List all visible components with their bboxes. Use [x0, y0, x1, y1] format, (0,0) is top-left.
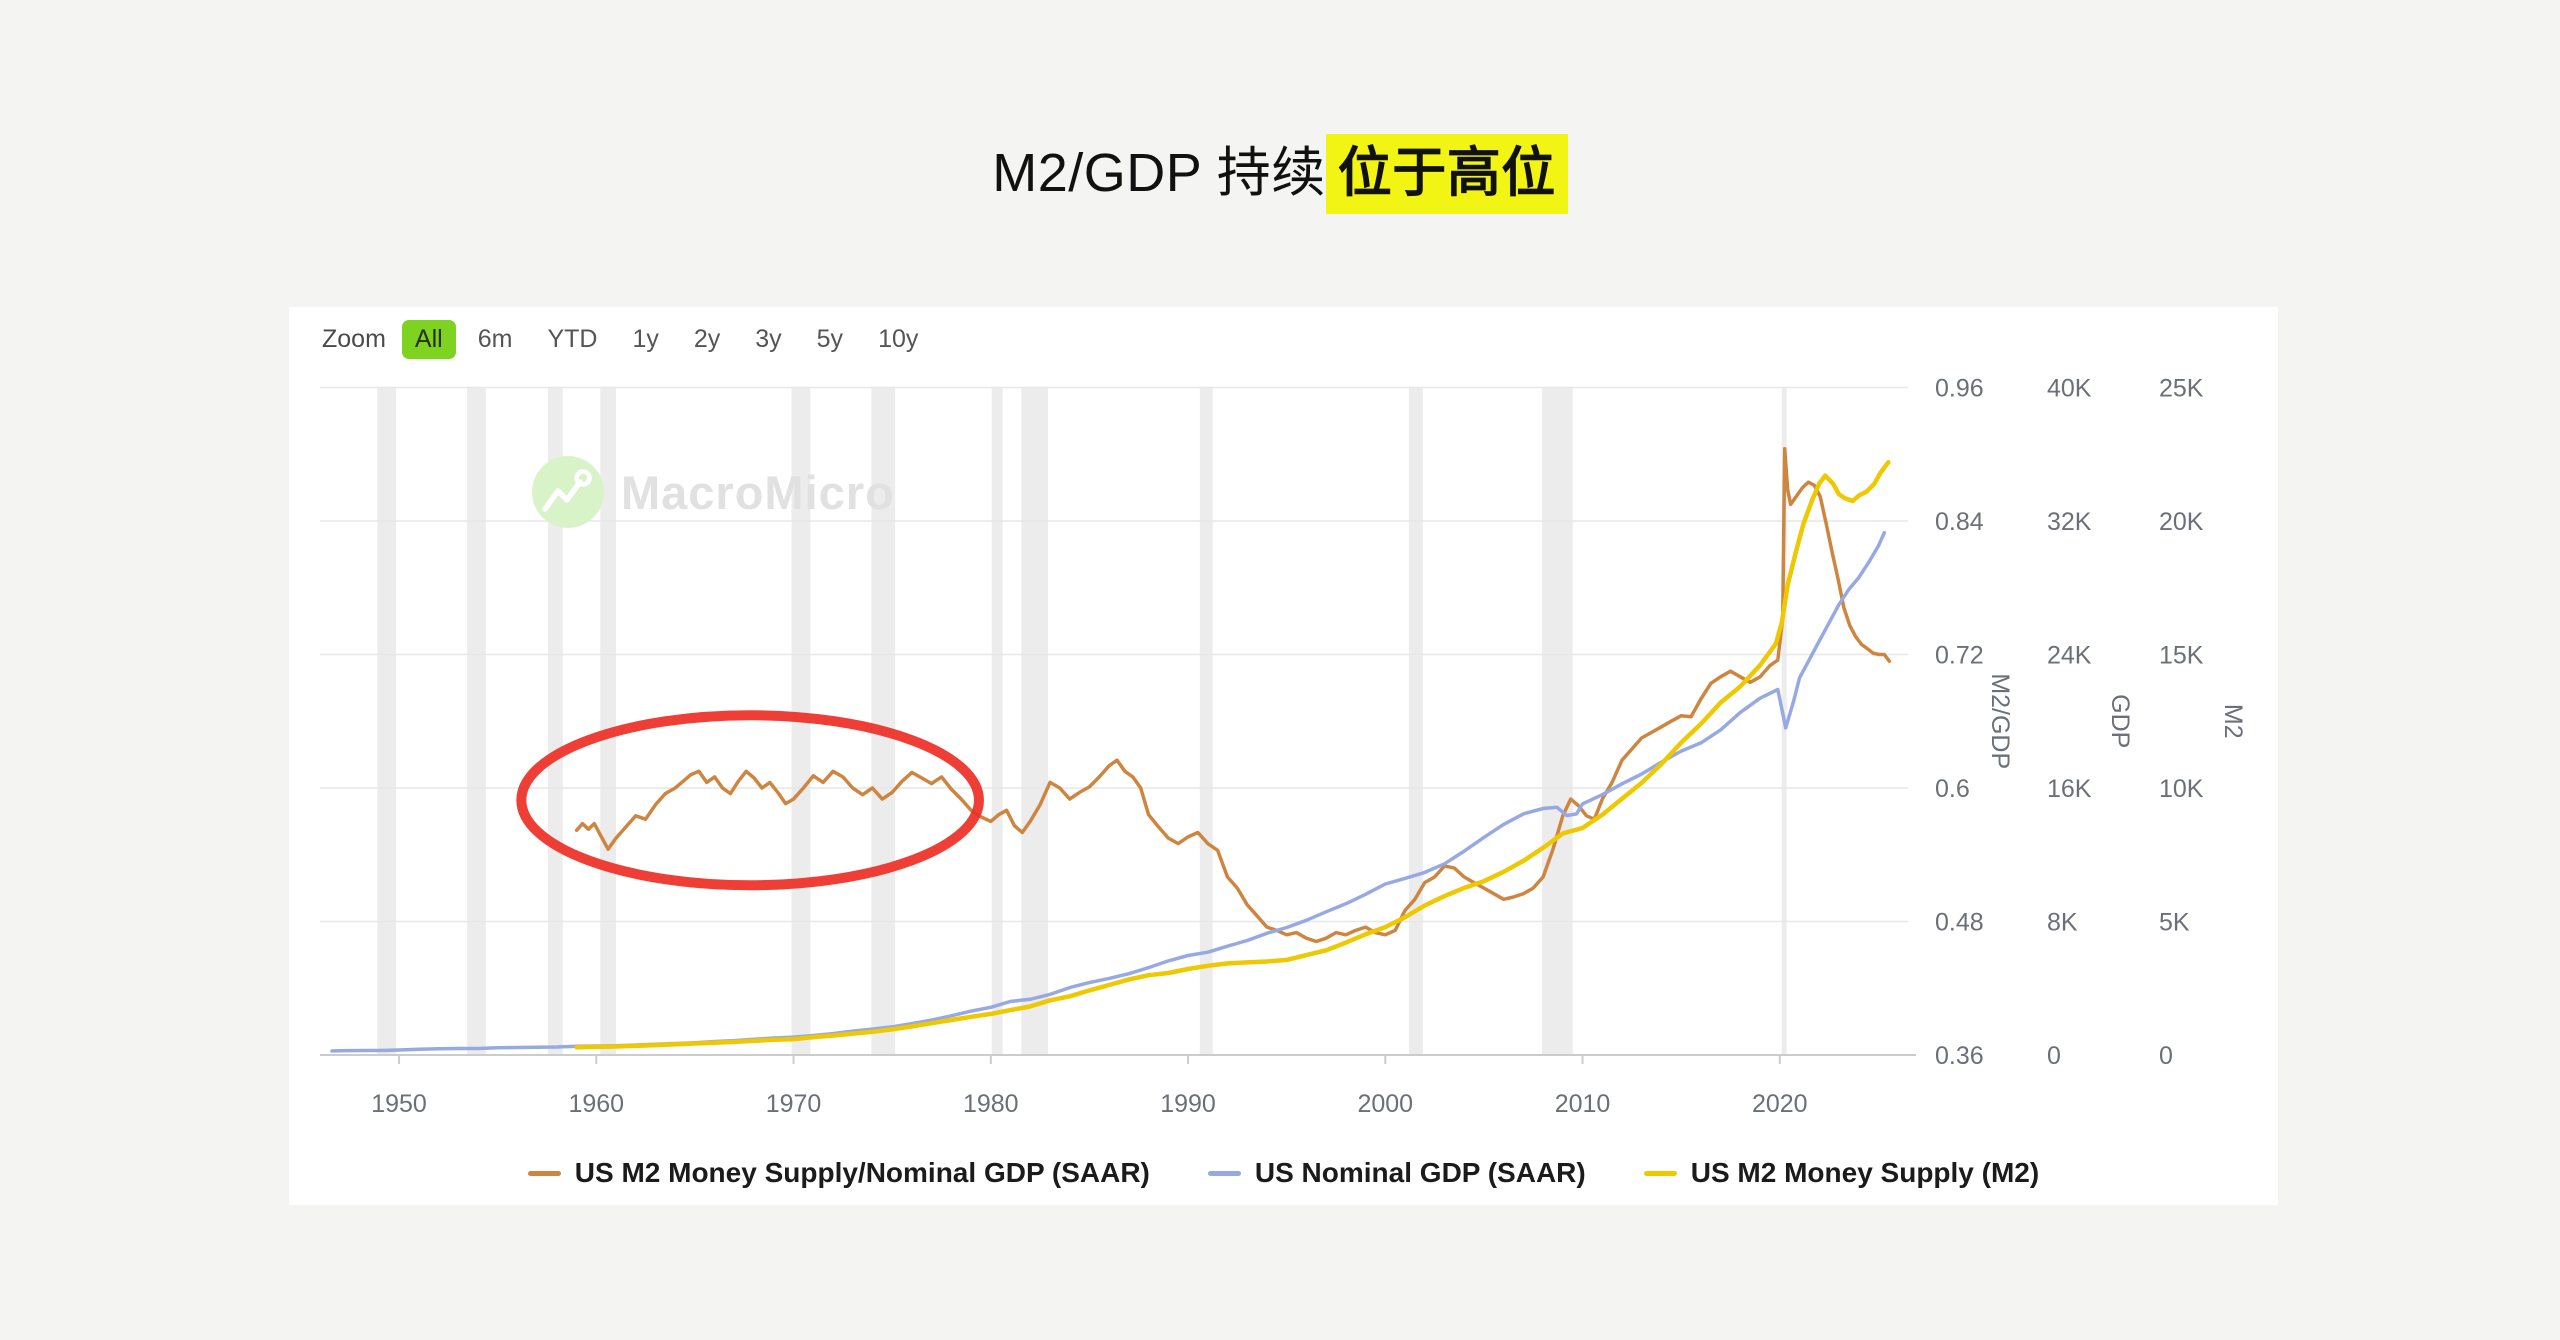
y-axis-label: 32K: [2047, 508, 2092, 536]
zoom-button-5y[interactable]: 5y: [816, 325, 844, 353]
legend-label: US M2 Money Supply/Nominal GDP (SAAR): [574, 1157, 1150, 1188]
x-axis-label: 2010: [1555, 1090, 1611, 1118]
page-title: M2/GDP 持续 位于高位: [0, 128, 2560, 214]
watermark-pin-icon: [574, 469, 592, 487]
y-axis-title-gdp: GDP: [2106, 694, 2134, 748]
series-line-1: [330, 530, 1887, 1053]
y-axis-label: 8K: [2047, 909, 2078, 937]
y-axis-title-m2-gdp: M2/GDP: [1986, 673, 2014, 769]
recession-band: [467, 387, 486, 1055]
recession-band: [377, 387, 397, 1055]
x-axis-label: 2020: [1752, 1090, 1808, 1118]
zoom-button-1y[interactable]: 1y: [632, 325, 659, 353]
x-axis-label: 1960: [568, 1090, 624, 1118]
legend-dash-icon: [527, 1170, 561, 1176]
y-axis-label: 24K: [2047, 642, 2092, 670]
recession-band: [991, 387, 1003, 1055]
y-axis-label: 0.84: [1935, 508, 1984, 536]
page-title-normal: M2/GDP 持续: [992, 143, 1326, 203]
recession-band: [1408, 387, 1423, 1055]
y-axis-label: 0.48: [1935, 909, 1984, 937]
y-axis-label: 0.96: [1935, 375, 1984, 403]
y-axis-label: 25K: [2159, 375, 2204, 403]
x-axis-label: 1950: [371, 1090, 427, 1118]
zoom-button-6m[interactable]: 6m: [477, 325, 513, 353]
recession-band: [1542, 387, 1573, 1055]
zoom-button-3y[interactable]: 3y: [755, 325, 782, 353]
watermark-zigzag-icon: [542, 479, 583, 512]
legend-item-2[interactable]: US M2 Money Supply (M2): [1643, 1157, 2040, 1189]
y-axis-label: 15K: [2159, 642, 2204, 670]
zoom-button-10y[interactable]: 10y: [878, 325, 919, 353]
zoom-label: Zoom: [322, 325, 386, 353]
x-axis-label: 1980: [963, 1090, 1019, 1118]
legend-dash-icon: [1643, 1170, 1677, 1176]
y-axis-label: 5K: [2159, 909, 2190, 937]
legend-dash-icon: [1207, 1170, 1241, 1176]
recession-band: [1199, 387, 1213, 1055]
page-title-highlight: 位于高位: [1325, 134, 1568, 214]
y-axis-label: 0.6: [1935, 775, 1970, 803]
y-axis-title-m2: M2: [2219, 704, 2247, 739]
x-axis-label: 1990: [1160, 1090, 1216, 1118]
series-line-2: [574, 460, 1891, 1050]
y-axis-label: 0: [2159, 1042, 2173, 1070]
annotation-ellipse: [516, 710, 984, 891]
zoom-button-ytd[interactable]: YTD: [547, 325, 598, 353]
zoom-button-all[interactable]: All: [401, 320, 456, 359]
watermark-logo-icon: [532, 456, 604, 528]
recession-band: [600, 387, 617, 1055]
y-axis-label: 0.36: [1935, 1042, 1984, 1070]
recession-band: [547, 387, 563, 1055]
y-axis-label: 40K: [2047, 375, 2092, 403]
y-axis-label: 16K: [2047, 775, 2092, 803]
chart-legend: US M2 Money Supply/Nominal GDP (SAAR) US …: [289, 1157, 2278, 1189]
y-axis-label: 20K: [2159, 508, 2204, 536]
legend-label: US M2 Money Supply (M2): [1690, 1157, 2040, 1188]
chart-panel: Zoom All 6m YTD 1y 2y 3y 5y 10y MacroMicro 1950 1…: [289, 307, 2278, 1205]
x-axis-label: 1970: [766, 1090, 822, 1118]
y-axis-label: 0: [2047, 1042, 2061, 1070]
legend-item-1[interactable]: US Nominal GDP (SAAR): [1207, 1157, 1586, 1189]
recession-band: [871, 387, 896, 1055]
zoom-toolbar: Zoom All 6m YTD 1y 2y 3y 5y 10y: [322, 320, 940, 359]
recession-band: [1021, 387, 1048, 1055]
watermark-text: MacroMicro: [621, 466, 895, 519]
zoom-button-2y[interactable]: 2y: [693, 325, 721, 353]
legend-label: US Nominal GDP (SAAR): [1254, 1157, 1586, 1188]
y-axis-label: 0.72: [1935, 642, 1984, 670]
y-axis-label: 10K: [2159, 775, 2204, 803]
x-axis-label: 2000: [1357, 1090, 1413, 1118]
legend-item-0[interactable]: US M2 Money Supply/Nominal GDP (SAAR): [527, 1157, 1150, 1189]
zoom-buttons: All 6m YTD 1y 2y 3y 5y 10y: [401, 320, 940, 359]
chart-svg: MacroMicro 1950 1960 1970 1980 1990 2000 2010 20…: [320, 375, 2247, 1118]
series-line-0: [574, 446, 1892, 944]
